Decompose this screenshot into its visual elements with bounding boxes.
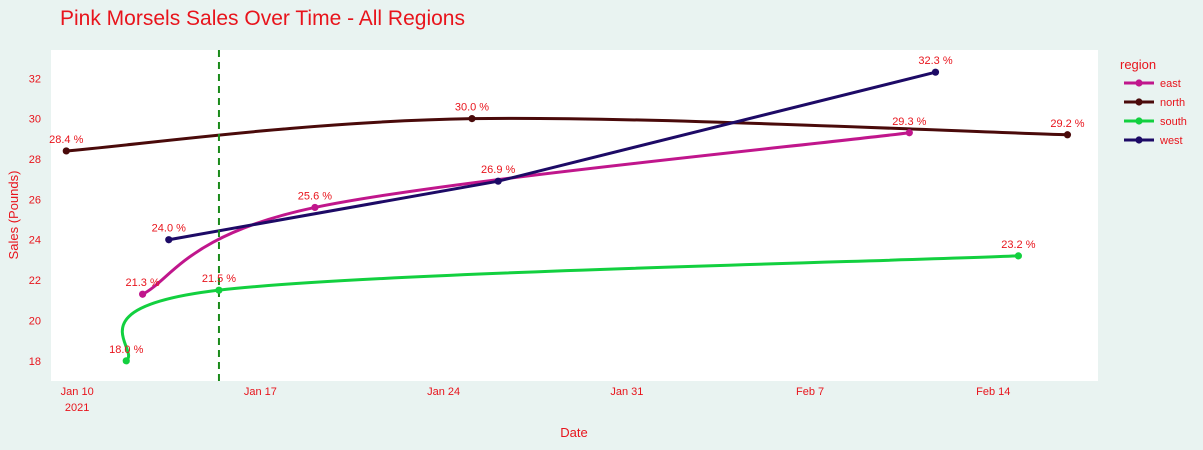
legend-marker-north[interactable] xyxy=(1135,98,1143,106)
series-line-south xyxy=(120,254,1019,363)
data-point-south[interactable] xyxy=(122,357,130,365)
legend-item-south[interactable]: south xyxy=(1160,116,1187,128)
data-point-south[interactable] xyxy=(1014,252,1022,260)
y-tick-label: 28 xyxy=(29,154,41,166)
y-tick-label: 32 xyxy=(29,73,41,85)
legend-marker-south[interactable] xyxy=(1135,117,1143,125)
chart-title: Pink Morsels Sales Over Time - All Regio… xyxy=(60,7,465,30)
point-label-north: 30.0 % xyxy=(455,102,489,114)
point-label-west: 24.0 % xyxy=(152,223,186,235)
x-tick-sublabel: 2021 xyxy=(65,402,89,414)
y-axis-label: Sales (Pounds) xyxy=(6,171,21,260)
legend-title: region xyxy=(1120,57,1156,72)
data-point-north[interactable] xyxy=(468,115,476,123)
y-axis-ticks: 18 20 22 24 26 28 30 32 xyxy=(29,73,41,368)
point-label-east: 25.6 % xyxy=(298,190,332,202)
data-point-west[interactable] xyxy=(931,68,940,76)
y-tick-label: 22 xyxy=(29,275,41,287)
point-label-north: 28.4 % xyxy=(49,134,83,146)
data-point-east[interactable] xyxy=(139,290,147,298)
x-tick-label: Jan 24 xyxy=(427,386,460,398)
data-point-west[interactable] xyxy=(165,236,173,244)
x-axis-label: Date xyxy=(560,425,587,440)
y-tick-label: 18 xyxy=(29,356,41,368)
data-point-west[interactable] xyxy=(494,177,502,185)
point-label-west: 26.9 % xyxy=(481,164,515,176)
series-line-north xyxy=(66,116,1068,153)
legend[interactable]: region east north south west xyxy=(1120,57,1187,147)
legend-item-north[interactable]: north xyxy=(1160,97,1185,109)
x-tick-label: Feb 14 xyxy=(976,386,1010,398)
x-axis-ticks: Jan 10 2021 Jan 17 Jan 24 Jan 31 Feb 7 Feb 14 xyxy=(61,386,1011,414)
x-tick-label: Jan 10 xyxy=(61,386,94,398)
data-point-east[interactable] xyxy=(905,129,913,137)
legend-marker-west[interactable] xyxy=(1135,136,1143,144)
point-label-west: 32.3 % xyxy=(918,55,952,67)
point-label-east: 29.3 % xyxy=(892,116,926,128)
point-label-south: 18.0 % xyxy=(109,344,143,356)
y-tick-label: 24 xyxy=(29,235,41,247)
x-tick-label: Jan 17 xyxy=(244,386,277,398)
data-point-north[interactable] xyxy=(62,147,70,155)
point-label-north: 29.2 % xyxy=(1050,118,1084,130)
plot-area xyxy=(51,50,1098,381)
x-tick-label: Feb 7 xyxy=(796,386,824,398)
y-tick-label: 20 xyxy=(29,315,41,327)
series-points xyxy=(62,68,1072,365)
legend-item-east[interactable]: east xyxy=(1160,78,1181,90)
x-tick-label: Jan 31 xyxy=(610,386,643,398)
data-point-east[interactable] xyxy=(311,203,319,212)
series-line-east xyxy=(141,131,910,296)
legend-marker-east[interactable] xyxy=(1135,79,1143,87)
point-labels: 21.3 % 25.6 % 29.3 % 28.4 % 30.0 % 29.2 % 18.0… xyxy=(49,55,1085,356)
data-point-north[interactable] xyxy=(1063,131,1072,139)
point-label-south: 23.2 % xyxy=(1001,239,1035,251)
point-label-east: 21.3 % xyxy=(125,277,159,289)
y-tick-label: 30 xyxy=(29,114,41,126)
y-tick-label: 26 xyxy=(29,194,41,206)
data-point-south[interactable] xyxy=(215,286,223,294)
legend-item-west[interactable]: west xyxy=(1159,135,1183,147)
point-label-south: 21.5 % xyxy=(202,273,236,285)
